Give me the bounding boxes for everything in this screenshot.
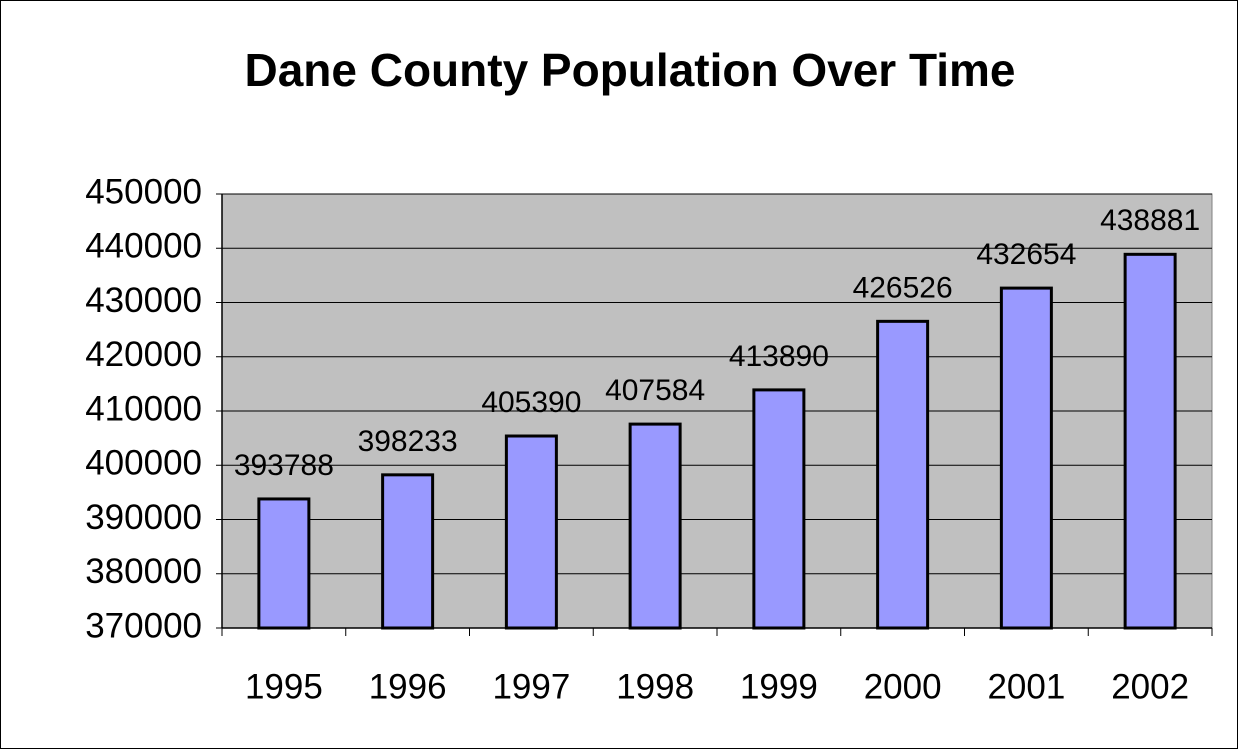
x-tick-label: 2000 (864, 667, 942, 706)
data-label: 398233 (358, 425, 458, 458)
y-tick-label: 440000 (85, 227, 202, 266)
data-label: 432654 (976, 238, 1076, 271)
y-tick-label: 370000 (85, 606, 202, 645)
x-tick-label: 1995 (245, 667, 323, 706)
y-tick-label: 380000 (85, 552, 202, 591)
bar (1123, 252, 1177, 630)
y-tick-label: 410000 (85, 389, 202, 428)
data-label: 407584 (605, 374, 705, 407)
y-tick-label: 420000 (85, 335, 202, 374)
bar (628, 422, 682, 630)
x-tick-label: 1999 (740, 667, 818, 706)
data-label: 426526 (853, 271, 953, 304)
data-label: 438881 (1100, 204, 1200, 237)
bar (504, 434, 558, 630)
x-tick-label: 1996 (369, 667, 447, 706)
data-label: 405390 (481, 386, 581, 419)
bar (381, 473, 435, 630)
x-tick-label: 2002 (1111, 667, 1189, 706)
bar (257, 497, 311, 630)
x-tick-label: 1998 (616, 667, 694, 706)
y-tick-label: 390000 (85, 498, 202, 537)
y-tick-label: 450000 (85, 172, 202, 211)
x-tick-label: 1997 (492, 667, 570, 706)
data-label: 413890 (729, 340, 829, 373)
x-tick-label: 2001 (987, 667, 1065, 706)
y-tick-label: 400000 (85, 444, 202, 483)
bar (752, 388, 806, 630)
chart-title: Dane County Population Over Time (244, 44, 1015, 96)
bar (876, 319, 930, 630)
y-tick-label: 430000 (85, 281, 202, 320)
bar (999, 286, 1053, 630)
data-label: 393788 (234, 449, 334, 482)
